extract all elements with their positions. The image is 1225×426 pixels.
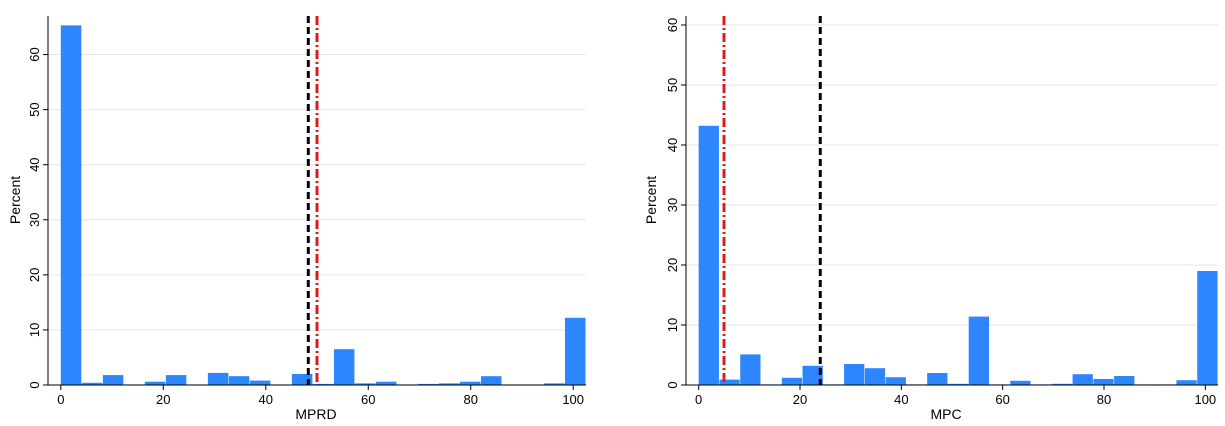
mpc-histogram-bar bbox=[698, 125, 719, 386]
mprd-x-axis-title: MPRD bbox=[295, 406, 336, 422]
mprd-histogram-bar bbox=[165, 375, 187, 385]
mprd-histogram-bar bbox=[102, 375, 124, 385]
mpc-y-tick-label: 20 bbox=[665, 258, 680, 272]
mprd-histogram-bar bbox=[543, 383, 565, 385]
mprd-y-tick-label: 40 bbox=[27, 157, 42, 171]
mprd-histogram-bar bbox=[312, 383, 334, 385]
mpc-y-axis-title: Percent bbox=[643, 176, 659, 224]
mprd-y-tick-label: 60 bbox=[27, 47, 42, 61]
mpc-histogram-bar bbox=[1197, 271, 1218, 385]
mprd-y-tick-label: 20 bbox=[27, 268, 42, 282]
mprd-histogram-panel: Percent MPRD 0 10 20 30 40 50 60 0 20 40 60 80 100 bbox=[7, 16, 586, 422]
mpc-x-tick-label: 0 bbox=[695, 392, 702, 407]
mpc-y-tick-label: 40 bbox=[665, 138, 680, 152]
mprd-x-tick-label: 40 bbox=[259, 392, 273, 407]
mpc-histogram-bar bbox=[1010, 380, 1031, 385]
mpc-histogram-panel: Percent MPC 0 10 20 30 40 50 60 0 20 40 60 80 100 bbox=[643, 16, 1218, 422]
mpc-x-tick-label: 20 bbox=[793, 392, 807, 407]
mprd-histogram-bar bbox=[333, 349, 355, 385]
mpc-x-tick-label: 100 bbox=[1194, 392, 1216, 407]
mpc-histogram-bar bbox=[781, 377, 803, 385]
mprd-x-tick-label: 20 bbox=[156, 392, 170, 407]
mpc-y-tick-label: 0 bbox=[665, 381, 680, 388]
mpc-histogram-bar bbox=[968, 316, 989, 385]
mprd-histogram-bar bbox=[438, 383, 460, 385]
mpc-y-tick-label: 10 bbox=[665, 318, 680, 332]
mprd-histogram-bar bbox=[228, 376, 250, 385]
mpc-x-tick-label: 40 bbox=[894, 392, 908, 407]
mprd-y-axis-title: Percent bbox=[7, 176, 23, 224]
mprd-y-tick-label: 30 bbox=[27, 213, 42, 227]
mpc-histogram-bar bbox=[802, 365, 823, 385]
mpc-histogram-bar bbox=[1093, 379, 1114, 385]
mpc-x-tick-label: 80 bbox=[1097, 392, 1111, 407]
mpc-histogram-bar bbox=[1176, 380, 1197, 385]
mprd-y-tick-label: 50 bbox=[27, 102, 42, 116]
mprd-histogram-bar bbox=[144, 381, 166, 385]
mprd-histogram-bar bbox=[291, 373, 313, 385]
mprd-histogram-bar bbox=[354, 383, 376, 385]
mprd-histogram-bar bbox=[207, 372, 229, 385]
mprd-x-tick-label: 60 bbox=[361, 392, 375, 407]
mprd-x-tick-label: 100 bbox=[562, 392, 584, 407]
mpc-y-tick-label: 60 bbox=[665, 18, 680, 32]
mprd-x-tick-label: 80 bbox=[463, 392, 477, 407]
mpc-histogram-bar bbox=[719, 379, 740, 385]
mpc-y-tick-label: 50 bbox=[665, 78, 680, 92]
mpc-histogram-bar bbox=[1072, 374, 1093, 385]
mprd-histogram-bar bbox=[564, 317, 586, 385]
mprd-y-tick-label: 0 bbox=[27, 381, 42, 388]
mprd-histogram-bar bbox=[60, 25, 82, 386]
mpc-x-tick-label: 60 bbox=[995, 392, 1009, 407]
mpc-histogram-bar bbox=[844, 364, 865, 385]
mprd-x-tick-label: 0 bbox=[57, 392, 64, 407]
mprd-histogram-bar bbox=[249, 380, 271, 385]
mpc-histogram-bar bbox=[885, 377, 906, 385]
mprd-y-tick-label: 10 bbox=[27, 323, 42, 337]
mprd-histogram-bar bbox=[480, 376, 502, 385]
mpc-histogram-bar bbox=[947, 383, 969, 385]
mpc-x-axis-title: MPC bbox=[930, 406, 961, 422]
mpc-histogram-bar bbox=[740, 354, 761, 385]
mprd-histogram-bar bbox=[417, 383, 439, 385]
mprd-histogram-bar bbox=[459, 381, 481, 385]
mpc-histogram-bar bbox=[927, 373, 948, 385]
mpc-histogram-bar bbox=[864, 368, 886, 385]
mpc-histogram-bar bbox=[1114, 376, 1135, 385]
mprd-histogram-bar bbox=[81, 382, 103, 385]
mprd-histogram-bar bbox=[375, 381, 397, 385]
mpc-histogram-bar bbox=[1051, 383, 1073, 385]
mpc-y-tick-label: 30 bbox=[665, 198, 680, 212]
